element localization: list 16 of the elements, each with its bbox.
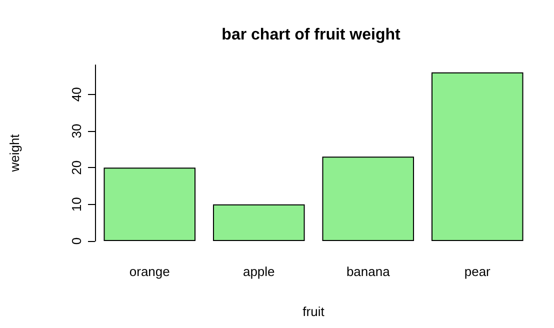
y-tick-label: 20 (69, 160, 84, 175)
y-axis-title: weight (7, 134, 22, 173)
x-tick-label: apple (242, 264, 275, 279)
bar (104, 168, 196, 241)
x-tick-label: orange (129, 264, 170, 279)
chart-title: bar chart of fruit weight (222, 26, 402, 44)
bar (212, 204, 305, 241)
x-axis-title: fruit (302, 304, 325, 319)
y-tick-label: 40 (69, 87, 84, 102)
y-tick-label: 30 (69, 124, 84, 138)
x-tick-label: pear (464, 264, 492, 279)
y-tick-label: 10 (69, 197, 84, 212)
x-tick-label: banana (346, 264, 391, 279)
bar (431, 72, 524, 241)
y-tick-label: 0 (69, 237, 84, 245)
bar (322, 156, 414, 241)
